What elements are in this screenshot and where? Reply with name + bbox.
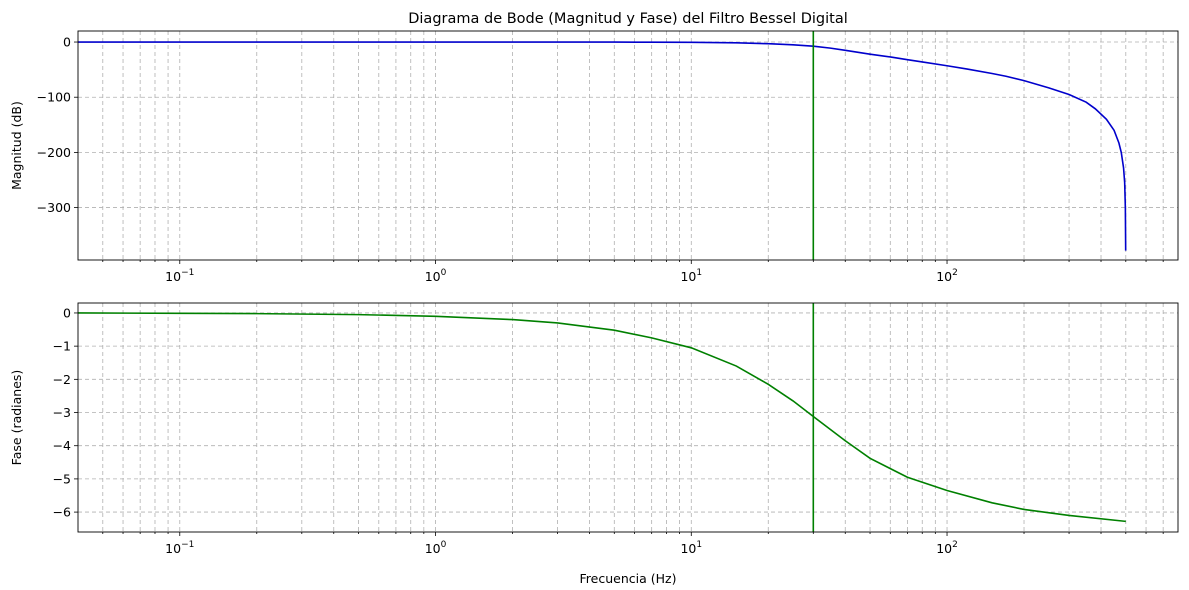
phase-x-tick-label: 100 <box>425 540 447 556</box>
magnitude-y-axis-label: Magnitud (dB) <box>9 101 24 190</box>
phase-x-tick-label: 101 <box>680 540 702 556</box>
magnitude-y-tick-label: 0 <box>63 35 71 50</box>
magnitude-y-tick-label: −200 <box>37 145 71 160</box>
magnitude-panel: 10−1 100 101 102 0 −100 −200 −300 <box>37 30 1179 284</box>
phase-y-axis-label: Fase (radianes) <box>9 370 24 466</box>
phase-x-tick-label: 10−1 <box>165 540 194 556</box>
phase-y-tick-label: −3 <box>53 405 71 420</box>
phase-y-tick-label: −5 <box>53 471 71 486</box>
magnitude-axes-frame <box>77 30 1179 261</box>
x-axis-label: Frecuencia (Hz) <box>580 571 677 586</box>
magnitude-series-line <box>78 41 1127 251</box>
phase-y-tick-label: 0 <box>63 305 71 320</box>
chart-title: Diagrama de Bode (Magnitud y Fase) del F… <box>408 11 848 27</box>
magnitude-x-tick-label: 100 <box>425 268 447 284</box>
phase-axes-frame <box>77 302 1179 533</box>
phase-y-tick-label: −4 <box>53 438 71 453</box>
magnitude-y-tick-label: −100 <box>37 90 71 105</box>
magnitude-x-tick-label: 10−1 <box>165 268 194 284</box>
magnitude-x-tick-label: 101 <box>680 268 702 284</box>
phase-panel: 10−1 100 101 102 0 −1 −2 −3 −4 −5 −6 <box>53 302 1179 556</box>
magnitude-x-tick-label: 102 <box>936 268 958 284</box>
phase-y-tick-label: −2 <box>53 372 71 387</box>
phase-series-line <box>78 312 1126 523</box>
phase-y-tick-label: −6 <box>53 505 71 520</box>
magnitude-y-tick-label: −300 <box>37 200 71 215</box>
phase-x-tick-label: 102 <box>936 540 958 556</box>
phase-y-tick-label: −1 <box>53 339 71 354</box>
